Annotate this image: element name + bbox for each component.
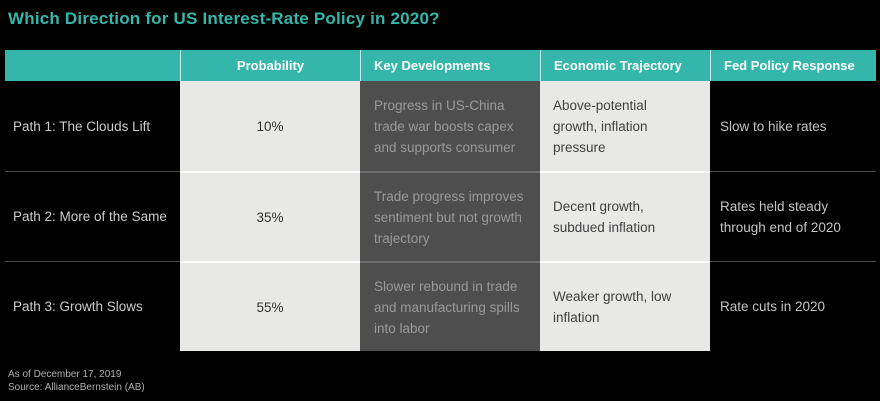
chart-title: Which Direction for US Interest-Rate Pol… [8,9,440,28]
header-empty [5,50,180,81]
scenario-table: Probability Key Developments Economic Tr… [5,50,876,351]
header-fed-policy-response: Fed Policy Response [710,50,876,81]
header-economic-trajectory: Economic Trajectory [540,50,710,81]
as-of-date-note: As of December 17, 2019 [8,369,122,380]
fed-policy-response-path-2: Rates held steady through end of 2020 [710,171,876,261]
economic-trajectory-path-1: Above-potential growth, inflation pressu… [540,81,710,171]
key-developments-path-3: Slower rebound in trade and manufacturin… [360,261,540,351]
key-developments-path-1: Progress in US-China trade war boosts ca… [360,81,540,171]
probability-value-path-2: 35% [180,171,360,261]
fed-policy-response-path-3: Rate cuts in 2020 [710,261,876,351]
economic-trajectory-path-3: Weaker growth, low inflation [540,261,710,351]
probability-value-path-1: 10% [180,81,360,171]
key-developments-path-2: Trade progress improves sentiment but no… [360,171,540,261]
fed-policy-response-path-1: Slow to hike rates [710,81,876,171]
row-label-path-2: Path 2: More of the Same [5,171,180,261]
source-note: Source: AllianceBernstein (AB) [8,382,145,393]
header-probability: Probability [180,50,360,81]
bottom-rule [0,401,880,403]
row-label-path-1: Path 1: The Clouds Lift [5,81,180,171]
footnotes: As of December 17, 2019 Source: Alliance… [8,368,880,394]
economic-trajectory-path-2: Decent growth, subdued inflation [540,171,710,261]
row-label-path-3: Path 3: Growth Slows [5,261,180,351]
header-key-developments: Key Developments [360,50,540,81]
probability-value-path-3: 55% [180,261,360,351]
